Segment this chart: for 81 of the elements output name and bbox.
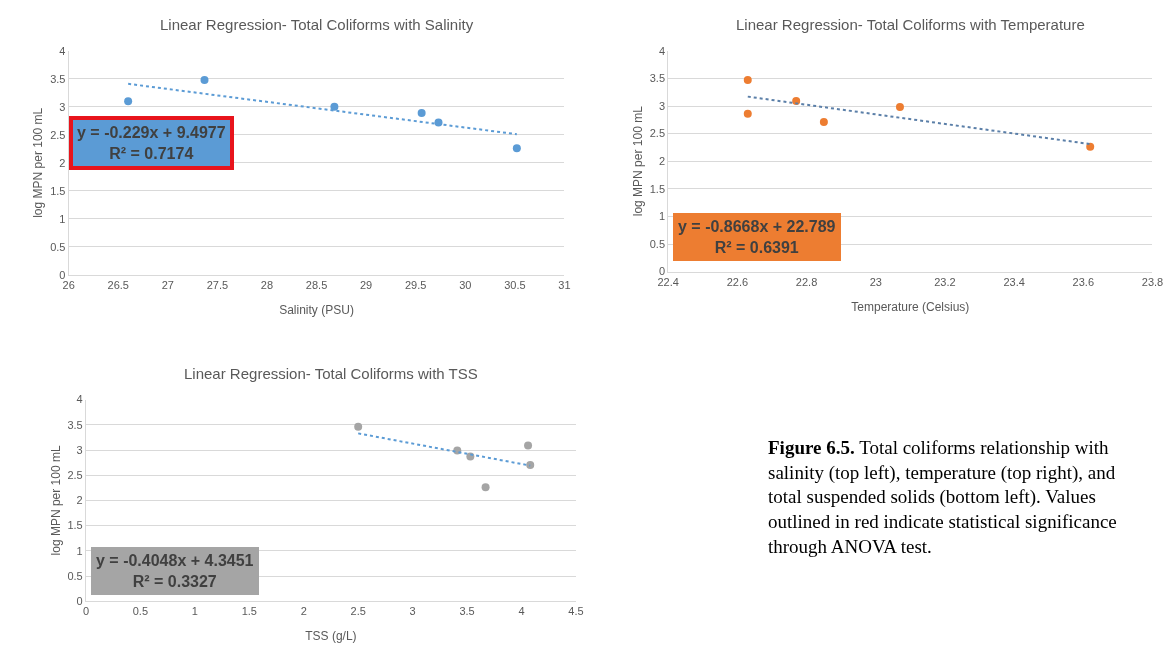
y-axis-title: log MPN per 100 mL <box>31 107 46 218</box>
x-axis-title: TSS (g/L) <box>305 629 357 644</box>
y-tick-label: 4 <box>658 44 666 57</box>
y-tick-label: 0 <box>76 595 83 608</box>
y-tick-label: 0.5 <box>67 569 83 582</box>
x-tick-label: 4 <box>518 605 525 618</box>
y-axis-title: log MPN per 100 mL <box>48 445 63 556</box>
y-tick-label: 2 <box>76 494 83 507</box>
x-tick-label: 29 <box>359 279 373 291</box>
x-tick-label: 22.6 <box>726 275 749 288</box>
x-axis-title: Temperature (Celsius) <box>851 299 970 314</box>
y-tick-label: 3.5 <box>649 72 666 85</box>
annotation: y = -0.4048x + 4.3451 R² = 0.3327 <box>96 552 254 590</box>
x-tick-label: 1 <box>191 605 198 618</box>
y-tick-label: 0.5 <box>50 240 66 253</box>
y-tick-label: 2 <box>658 155 666 168</box>
point <box>330 102 339 111</box>
x-tick-label: 22.4 <box>657 275 679 288</box>
annotation: y = -0.229x + 9.4977 R² = 0.7174 <box>77 124 226 162</box>
point <box>354 422 363 431</box>
y-tick-label: 1.5 <box>649 182 666 195</box>
x-tick-label: 23.8 <box>1141 275 1164 288</box>
x-tick-label: 31 <box>558 279 571 291</box>
x-tick-label: 23.2 <box>934 275 956 288</box>
y-tick-label: 3 <box>658 99 666 112</box>
x-tick-label: 27 <box>161 279 174 291</box>
y-tick-label: 0 <box>658 265 666 278</box>
x-tick-label: 3.5 <box>459 605 475 618</box>
y-tick-label: 0.5 <box>649 237 666 250</box>
x-tick-label: 22.8 <box>795 275 818 288</box>
y-tick-label: 4 <box>59 44 66 57</box>
x-tick-label: 29.5 <box>404 279 427 291</box>
point <box>819 118 828 127</box>
point <box>743 76 752 85</box>
annotation: y = -0.8668x + 22.789 R² = 0.6391 <box>678 218 836 256</box>
chart-title: Linear Regression- Total Coliforms with Salinity <box>160 16 474 33</box>
caption: Figure 6.5. <box>768 437 855 458</box>
point <box>743 109 752 118</box>
x-tick-label: 1.5 <box>241 605 257 618</box>
x-tick-label: 0.5 <box>132 605 149 618</box>
x-tick-label: 2.5 <box>350 605 366 618</box>
y-tick-label: 2.5 <box>649 127 666 140</box>
x-tick-label: 23 <box>869 275 882 288</box>
point <box>895 103 904 112</box>
x-tick-label: 30.5 <box>504 279 526 291</box>
y-tick-label: 3.5 <box>67 418 83 431</box>
y-tick-label: 1.5 <box>50 184 66 197</box>
chart-title: Linear Regression- Total Coliforms with TSS <box>184 365 478 382</box>
point <box>417 108 426 117</box>
x-tick-label: 28 <box>260 279 274 291</box>
y-tick-label: 3.5 <box>50 72 66 85</box>
x-tick-label: 23.4 <box>1003 275 1025 288</box>
y-tick-label: 1 <box>59 212 66 225</box>
x-tick-label: 26.5 <box>107 279 129 291</box>
point <box>526 461 535 470</box>
point <box>1086 142 1095 151</box>
x-axis-title: Salinity (PSU) <box>279 302 354 317</box>
y-tick-label: 2.5 <box>50 128 66 141</box>
x-tick-label: 27.5 <box>206 279 229 291</box>
y-tick-label: 2 <box>59 156 66 169</box>
y-tick-label: 3 <box>76 443 83 456</box>
point <box>512 144 521 153</box>
x-tick-label: 23.6 <box>1072 275 1094 288</box>
chart-title: Linear Regression- Total Coliforms with Temperature <box>736 16 1085 33</box>
y-tick-label: 4 <box>76 393 83 406</box>
y-tick-label: 3 <box>59 100 66 113</box>
x-tick-label: 28.5 <box>305 279 328 291</box>
point <box>124 97 133 106</box>
y-axis-title: log MPN per 100 mL <box>631 105 646 217</box>
y-tick-label: 1 <box>658 210 666 223</box>
y-tick-label: 1.5 <box>67 519 83 532</box>
x-tick-label: 30 <box>459 279 472 291</box>
x-tick-label: 26 <box>62 279 75 291</box>
y-tick-label: 1 <box>76 544 83 557</box>
point <box>524 441 533 450</box>
x-tick-label: 3 <box>409 605 416 618</box>
y-tick-label: 2.5 <box>67 469 83 482</box>
x-tick-label: 2 <box>300 605 307 618</box>
x-tick-label: 4.5 <box>568 605 584 618</box>
point <box>481 483 490 492</box>
point <box>200 75 209 84</box>
